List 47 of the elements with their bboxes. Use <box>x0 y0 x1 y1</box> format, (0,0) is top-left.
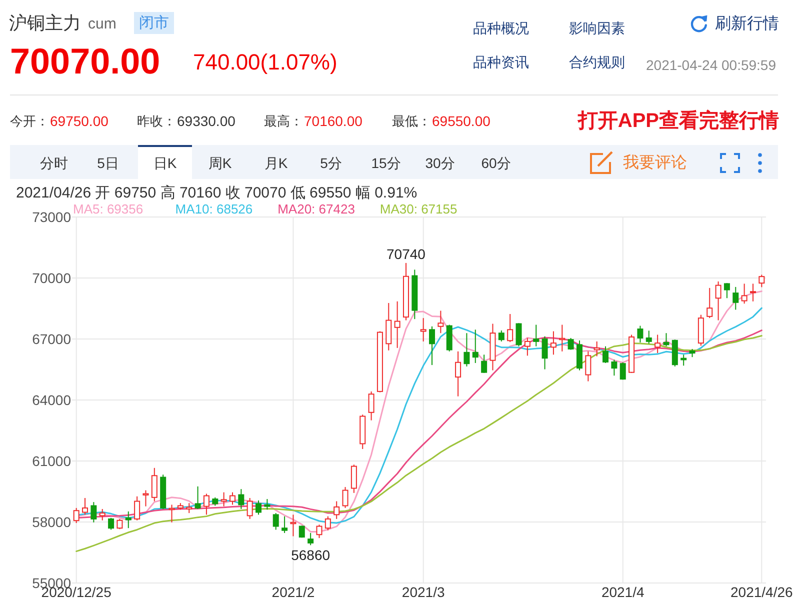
text: 15分 <box>371 155 401 171</box>
text: 我要评论 <box>623 154 687 172</box>
text: 月K <box>264 155 288 171</box>
text: 今开： <box>10 114 49 128</box>
text: 影响因素 <box>569 20 625 36</box>
x-tick-label: 2021/2 <box>272 584 315 600</box>
subtitle: 2021/04/26 开 69750 高 70160 收 70070 低 69550 幅 0.91% <box>16 184 418 202</box>
text: 69550.00 <box>432 113 491 129</box>
text: 最高： <box>264 114 303 128</box>
text: 740.00(1.07%) <box>193 50 338 74</box>
y-tick-label: 58000 <box>32 514 72 530</box>
y-tick-label: 64000 <box>32 392 72 408</box>
text: 打开APP查看完整行情 <box>576 109 779 132</box>
text: 最低： <box>392 114 431 128</box>
text: MA10: 68526 <box>175 202 253 216</box>
y-tick-label: 61000 <box>32 453 72 469</box>
text: 30分 <box>425 155 455 171</box>
y-tick-label: 67000 <box>32 331 72 347</box>
y-tick-label: 73000 <box>32 209 72 225</box>
text: 分时 <box>40 155 68 171</box>
text: 周K <box>208 155 232 171</box>
text: 昨收： <box>137 114 176 128</box>
text: 刷新行情 <box>715 14 779 32</box>
title: 沪铜主力 <box>9 13 81 33</box>
text: 69330.00 <box>177 113 236 129</box>
text: 品种概况 <box>473 20 529 36</box>
x-tick-label: 2021/4/26 <box>730 584 794 600</box>
x-tick-label: 2021/4 <box>601 584 644 600</box>
annotation: 56860 <box>291 547 330 564</box>
text: 合约规则 <box>569 54 625 70</box>
text: 69750.00 <box>50 113 109 129</box>
text: MA30: 67155 <box>380 202 458 216</box>
text: 60分 <box>481 155 511 171</box>
text: 日K <box>153 155 178 171</box>
text: 5分 <box>320 155 342 171</box>
text: cum <box>88 16 116 32</box>
text: 70070.00 <box>10 40 160 82</box>
text: 2021-04-24 00:59:59 <box>646 57 776 73</box>
text: MA5: 69356 <box>73 202 144 216</box>
text: 5日 <box>97 155 119 171</box>
x-tick-label: 2021/3 <box>402 584 445 600</box>
text: 品种资讯 <box>473 54 529 70</box>
text: MA20: 67423 <box>278 202 355 216</box>
y-tick-label: 70000 <box>32 270 72 286</box>
annotation: 70740 <box>386 246 426 262</box>
text: 闭市 <box>139 14 169 32</box>
text: 70160.00 <box>304 113 363 129</box>
